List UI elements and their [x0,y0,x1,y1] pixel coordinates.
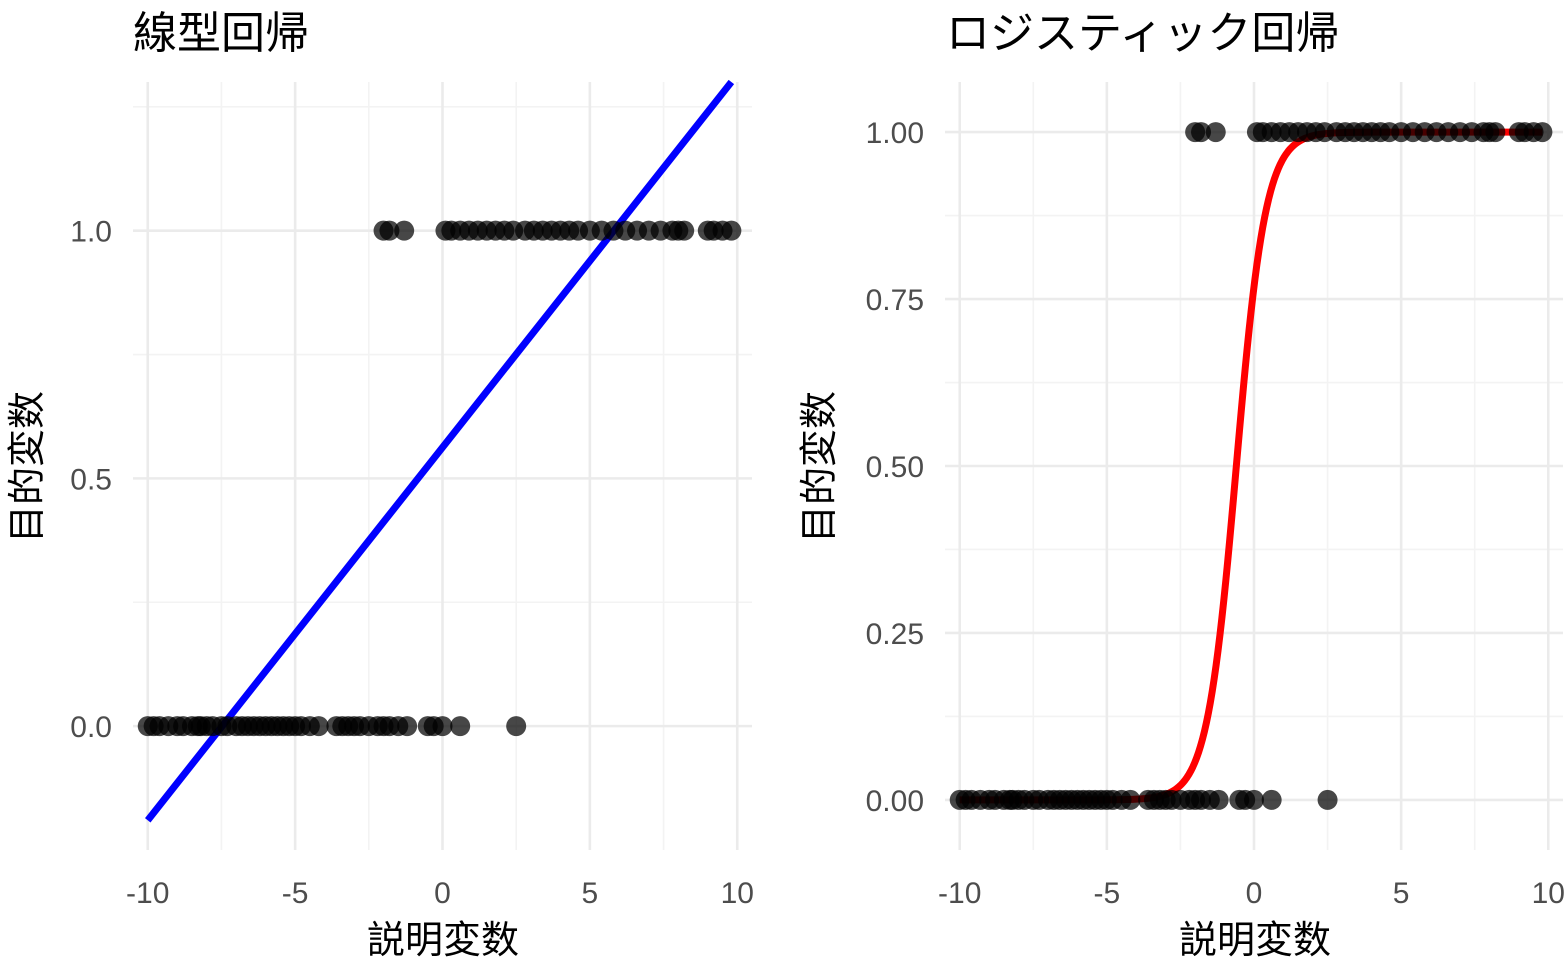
x-tick-label: 5 [582,877,599,910]
logistic-x-tick-labels: -10 -5 0 5 10 [938,877,1565,910]
data-point-y1 [1532,122,1553,143]
x-tick-label: 10 [721,877,754,910]
linear-x-axis-label: 説明変数 [367,918,519,960]
data-point-y0 [1244,789,1264,810]
linear-fit-line [144,79,735,823]
logistic-regression-panel: ロジスティック回帰 -10 -5 0 5 10 0.00 0.25 0.50 0.75 1.00… [797,8,1565,960]
data-point-y1 [721,220,742,241]
data-point-y1 [1485,122,1506,143]
linear-y-axis-label: 目的変数 [5,391,49,543]
y-tick-label: 1.00 [866,117,924,150]
y-tick-label: 0.75 [866,284,924,317]
x-tick-label: -10 [938,877,981,910]
x-tick-label: 0 [1246,877,1263,910]
data-point-y0 [1261,789,1282,810]
data-point-y1 [1191,122,1212,143]
y-tick-label: 1.0 [70,216,112,249]
data-point-y0 [397,716,418,737]
x-tick-label: -5 [282,877,309,910]
data-point-y0 [1120,789,1141,810]
logistic-grid [945,82,1563,850]
y-tick-label: 0.5 [70,463,112,496]
x-tick-label: 10 [1532,877,1565,910]
linear-x-tick-labels: -10 -5 0 5 10 [126,877,754,910]
logistic-chart-title: ロジスティック回帰 [946,8,1339,59]
data-point-y0 [1208,789,1229,810]
data-point-y1 [674,220,695,241]
x-tick-label: 5 [1393,877,1410,910]
linear-y-tick-labels: 0.0 0.5 1.0 [70,216,112,744]
x-tick-label: -10 [126,877,169,910]
logistic-y-axis-label: 目的変数 [797,391,841,543]
y-tick-label: 0.25 [866,618,924,651]
data-point-y0 [432,716,453,737]
y-tick-label: 0.00 [866,785,924,818]
data-point-y1 [1205,122,1226,143]
linear-regression-panel: 線型回帰 -10 -5 0 5 10 0.0 0.5 1.0 説明変数 目的変数 [5,8,754,960]
y-tick-label: 0.0 [70,711,112,744]
linear-chart-title: 線型回帰 [133,8,309,59]
linear-points-layer [137,220,742,737]
data-point-y0 [308,716,329,737]
logistic-y-tick-labels: 0.00 0.25 0.50 0.75 1.00 [866,117,924,818]
logistic-points-layer [949,122,1553,810]
x-tick-label: -5 [1094,877,1121,910]
data-point-y0 [1317,789,1338,810]
logistic-x-axis-label: 説明変数 [1179,918,1331,960]
data-point-y1 [394,220,415,241]
data-point-y0 [506,716,527,737]
data-point-y1 [379,220,400,241]
data-point-y0 [450,716,471,737]
y-tick-label: 0.50 [866,451,924,484]
x-tick-label: 0 [434,877,451,910]
linear-fit-layer [144,79,735,823]
